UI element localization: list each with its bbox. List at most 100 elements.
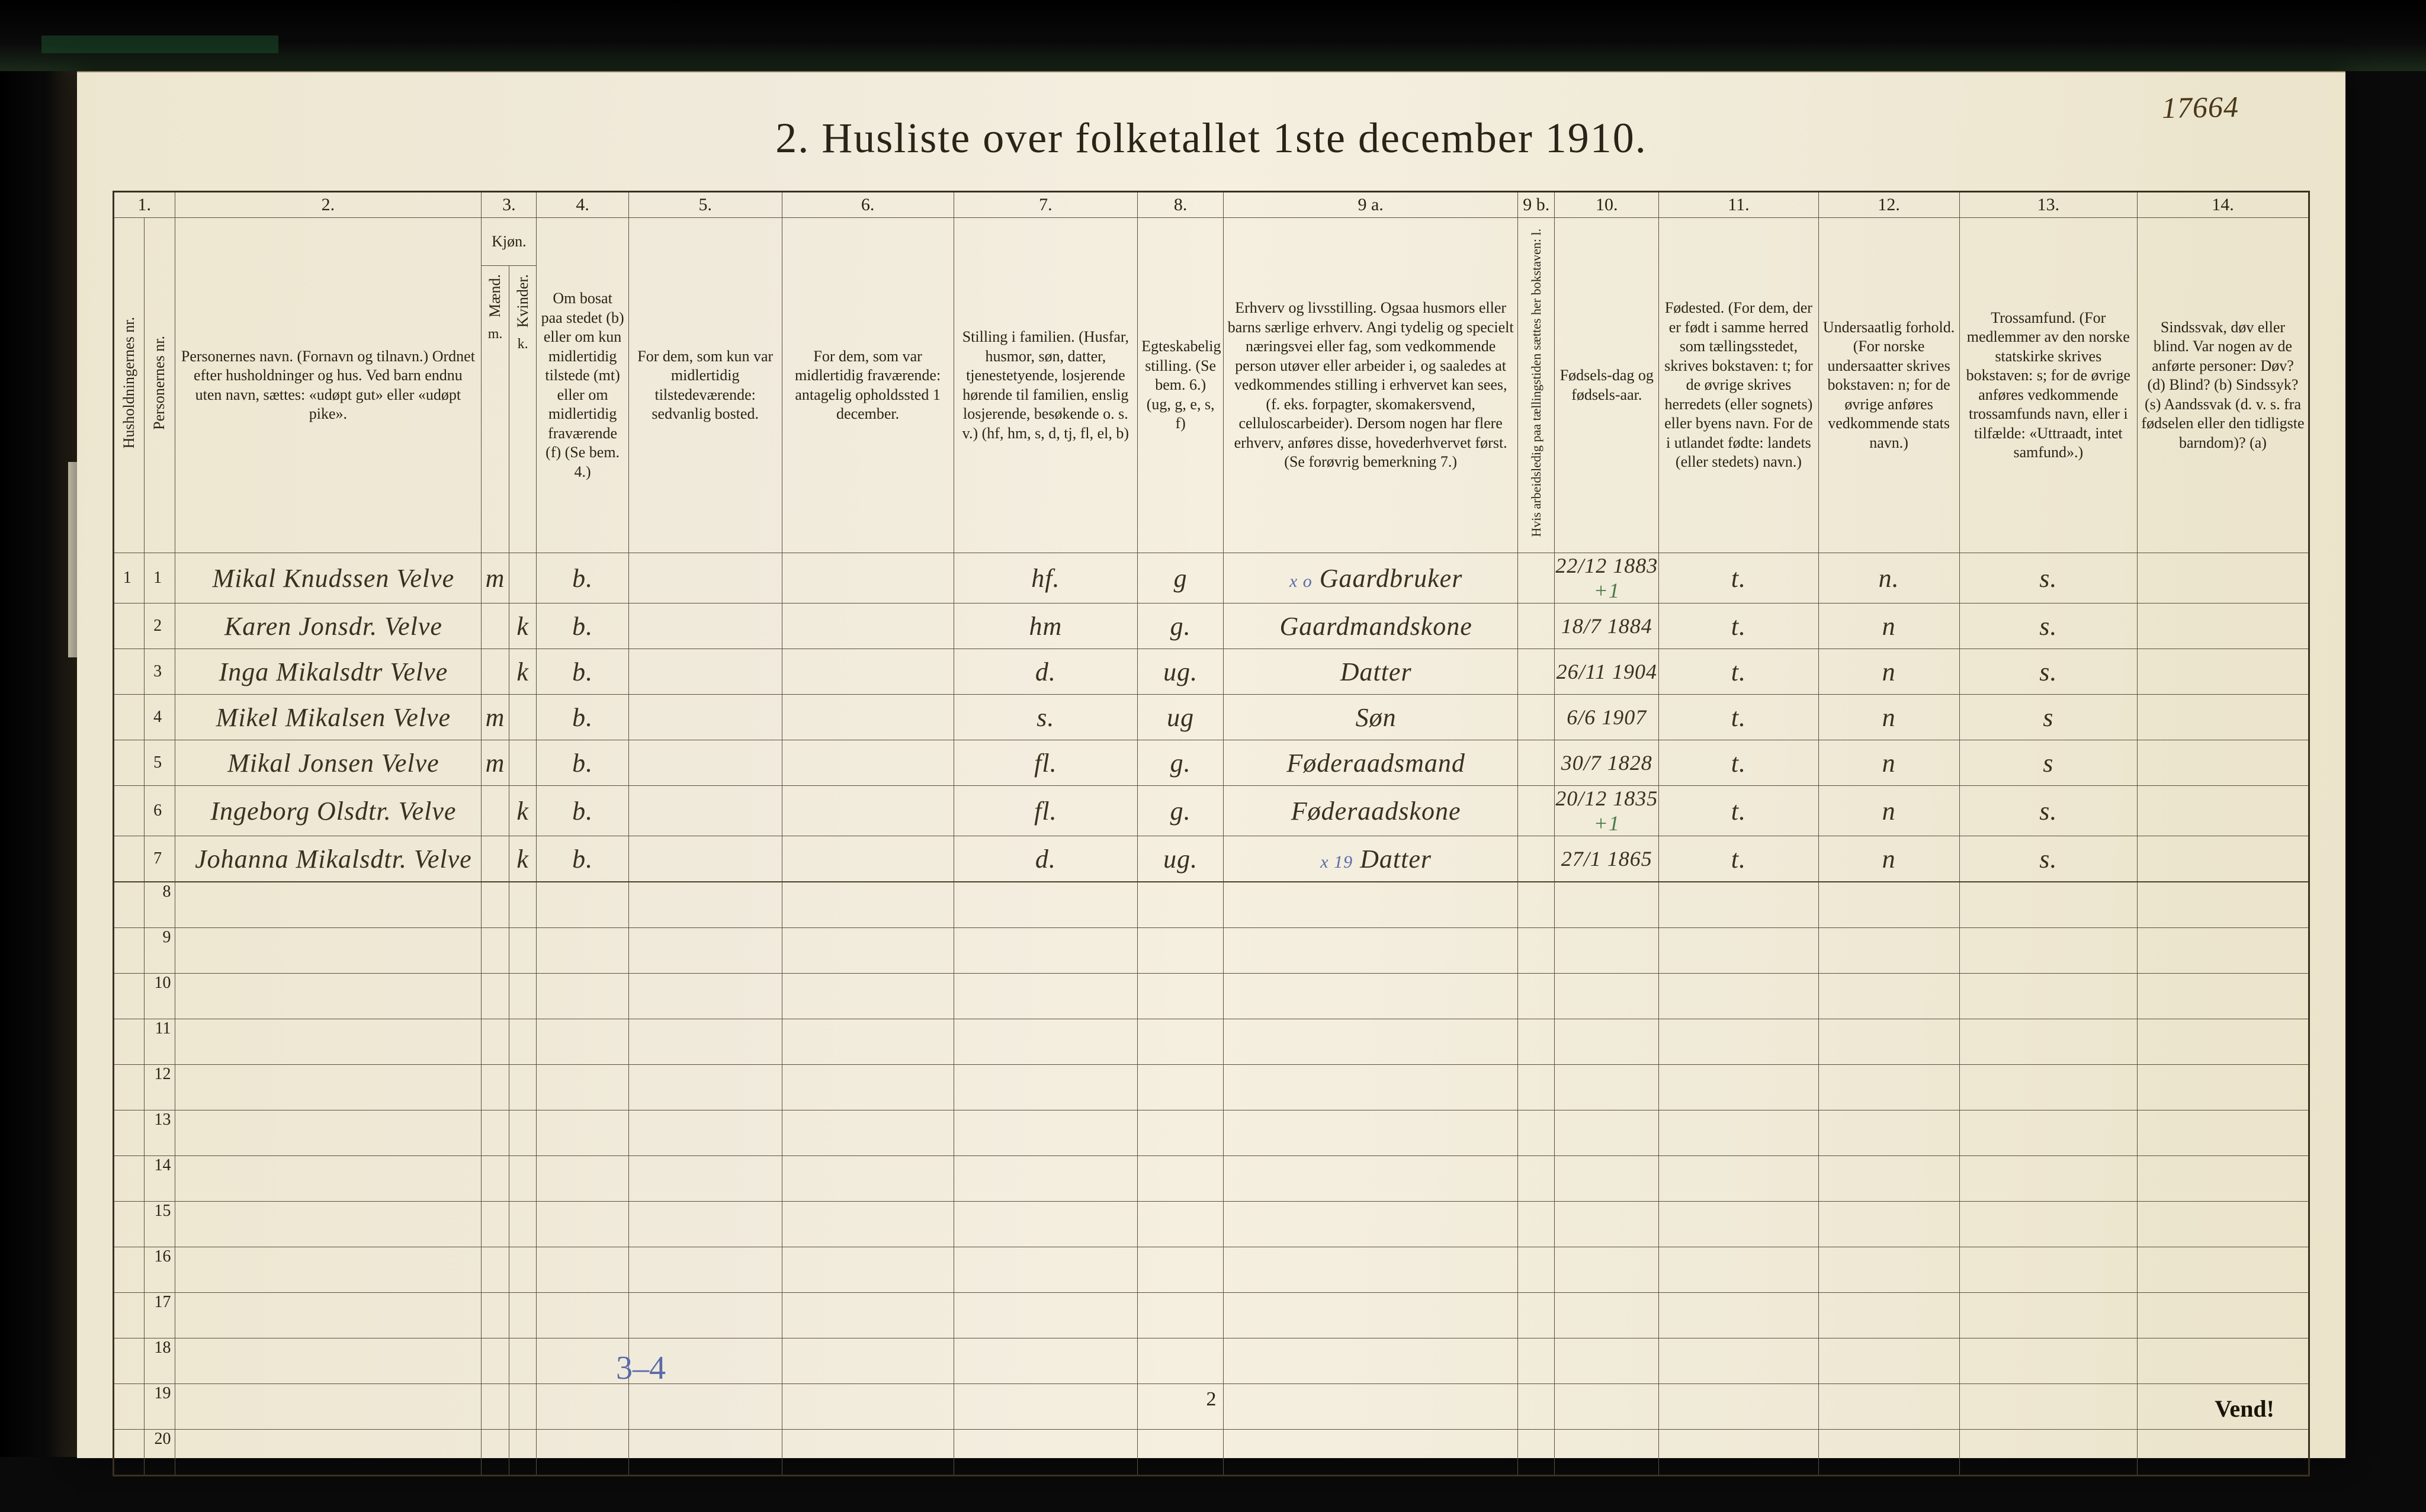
cell-empty: [1555, 1430, 1659, 1476]
cell-empty: [628, 1065, 782, 1110]
cell-empty: [954, 1338, 1138, 1384]
cell-empty: [628, 1293, 782, 1338]
cell-empty: [1224, 1247, 1518, 1293]
colnum-1: 1.: [114, 192, 175, 218]
cell-hhnr: [114, 928, 145, 974]
cell-empty: [1555, 1065, 1659, 1110]
cell-empty: [628, 1430, 782, 1476]
cell-fam: hm: [954, 603, 1138, 649]
cell-empty: [628, 1019, 782, 1065]
cell-empty: [537, 974, 628, 1019]
cell-empty: [482, 1384, 509, 1430]
cell-empty: [509, 1293, 537, 1338]
cell-empty: [175, 1110, 482, 1156]
cell-empty: [1818, 1384, 1959, 1430]
cell-c6: [782, 695, 954, 740]
cell-c14: [2137, 649, 2309, 695]
scan-top-strip: [0, 0, 2426, 71]
cell-empty: [628, 928, 782, 974]
cell-empty: [954, 1019, 1138, 1065]
table-row: 2Karen Jonsdr. Velvekb.hmg.Gaardmandskon…: [114, 603, 2309, 649]
colhdr-pnr: Personernes nr.: [144, 218, 175, 553]
cell-c9b: [1518, 836, 1555, 882]
cell-empty: [782, 974, 954, 1019]
cell-empty: [482, 928, 509, 974]
cell-empty: [1818, 1202, 1959, 1247]
cell-c14: [2137, 695, 2309, 740]
cell-empty: [1959, 928, 2137, 974]
colhdr-10: Fødsels-dag og fødsels-aar.: [1555, 218, 1659, 553]
colhdr-11: Fødested. (For dem, der er født i samme …: [1659, 218, 1818, 553]
cell-empty: [2137, 1430, 2309, 1476]
cell-empty: [1518, 1019, 1555, 1065]
cell-empty: [175, 1065, 482, 1110]
cell-pnr: 11: [144, 1019, 175, 1065]
colnum-14: 14.: [2137, 192, 2309, 218]
cell-born: t.: [1659, 836, 1818, 882]
colhdr-pnr-text: Personernes nr.: [150, 331, 169, 435]
colhdr-sex: Kjøn.: [482, 218, 537, 266]
cell-empty: [482, 882, 509, 928]
cell-born: t.: [1659, 649, 1818, 695]
cell-hhnr: [114, 1110, 145, 1156]
table-row: 16: [114, 1247, 2309, 1293]
cell-empty: [1818, 1430, 1959, 1476]
cell-empty: [1555, 1156, 1659, 1202]
cell-c14: [2137, 603, 2309, 649]
cell-empty: [782, 1247, 954, 1293]
cell-empty: [1555, 1110, 1659, 1156]
colnum-8: 8.: [1138, 192, 1224, 218]
cell-pnr: 12: [144, 1065, 175, 1110]
cell-c6: [782, 553, 954, 603]
cell-empty: [175, 1156, 482, 1202]
cell-res: b.: [537, 553, 628, 603]
colhdr-sex-k-text: Kvinder.: [514, 269, 532, 332]
cell-pnr: 15: [144, 1202, 175, 1247]
cell-empty: [1518, 1384, 1555, 1430]
cell-empty: [175, 974, 482, 1019]
table-row: 13: [114, 1110, 2309, 1156]
table-row: 7Johanna Mikalsdtr. Velvekb.d.ug.x 19 Da…: [114, 836, 2309, 882]
cell-sex-m: m: [482, 740, 509, 786]
cell-empty: [628, 1156, 782, 1202]
cell-empty: [509, 1338, 537, 1384]
cell-sex-k: k: [509, 786, 537, 836]
cell-empty: [509, 1247, 537, 1293]
cell-fam: fl.: [954, 740, 1138, 786]
cell-empty: [782, 1202, 954, 1247]
cell-empty: [782, 1430, 954, 1476]
cell-occ: Gaardmandskone: [1224, 603, 1518, 649]
cell-born: t.: [1659, 695, 1818, 740]
cell-empty: [1818, 1019, 1959, 1065]
cell-empty: [1555, 974, 1659, 1019]
cell-mar: g.: [1138, 740, 1224, 786]
cell-empty: [509, 1430, 537, 1476]
cell-occ: Føderaadsmand: [1224, 740, 1518, 786]
cell-empty: [782, 1110, 954, 1156]
cell-empty: [2137, 928, 2309, 974]
cell-empty: [628, 1202, 782, 1247]
table-row: 9: [114, 928, 2309, 974]
cell-empty: [175, 1384, 482, 1430]
cell-c6: [782, 836, 954, 882]
table-row: 17: [114, 1293, 2309, 1338]
cell-empty: [1138, 1110, 1224, 1156]
cell-nat: n.: [1818, 553, 1959, 603]
cell-hhnr: [114, 1430, 145, 1476]
table-row: 11Mikal Knudssen Velvemb.hf.gx o Gaardbr…: [114, 553, 2309, 603]
cell-fam: d.: [954, 836, 1138, 882]
cell-rel: s.: [1959, 603, 2137, 649]
cell-empty: [1224, 1156, 1518, 1202]
cell-hhnr: [114, 649, 145, 695]
cell-empty: [954, 1247, 1138, 1293]
cell-occ: Søn: [1224, 695, 1518, 740]
cell-pnr: 13: [144, 1110, 175, 1156]
cell-empty: [1224, 1065, 1518, 1110]
colhdr-13: Trossamfund. (For medlemmer av den norsk…: [1959, 218, 2137, 553]
cell-empty: [1959, 1019, 2137, 1065]
table-row: 18: [114, 1338, 2309, 1384]
cell-empty: [1659, 1384, 1818, 1430]
cell-empty: [1555, 1019, 1659, 1065]
cell-rel: s.: [1959, 553, 2137, 603]
cell-empty: [1659, 1156, 1818, 1202]
